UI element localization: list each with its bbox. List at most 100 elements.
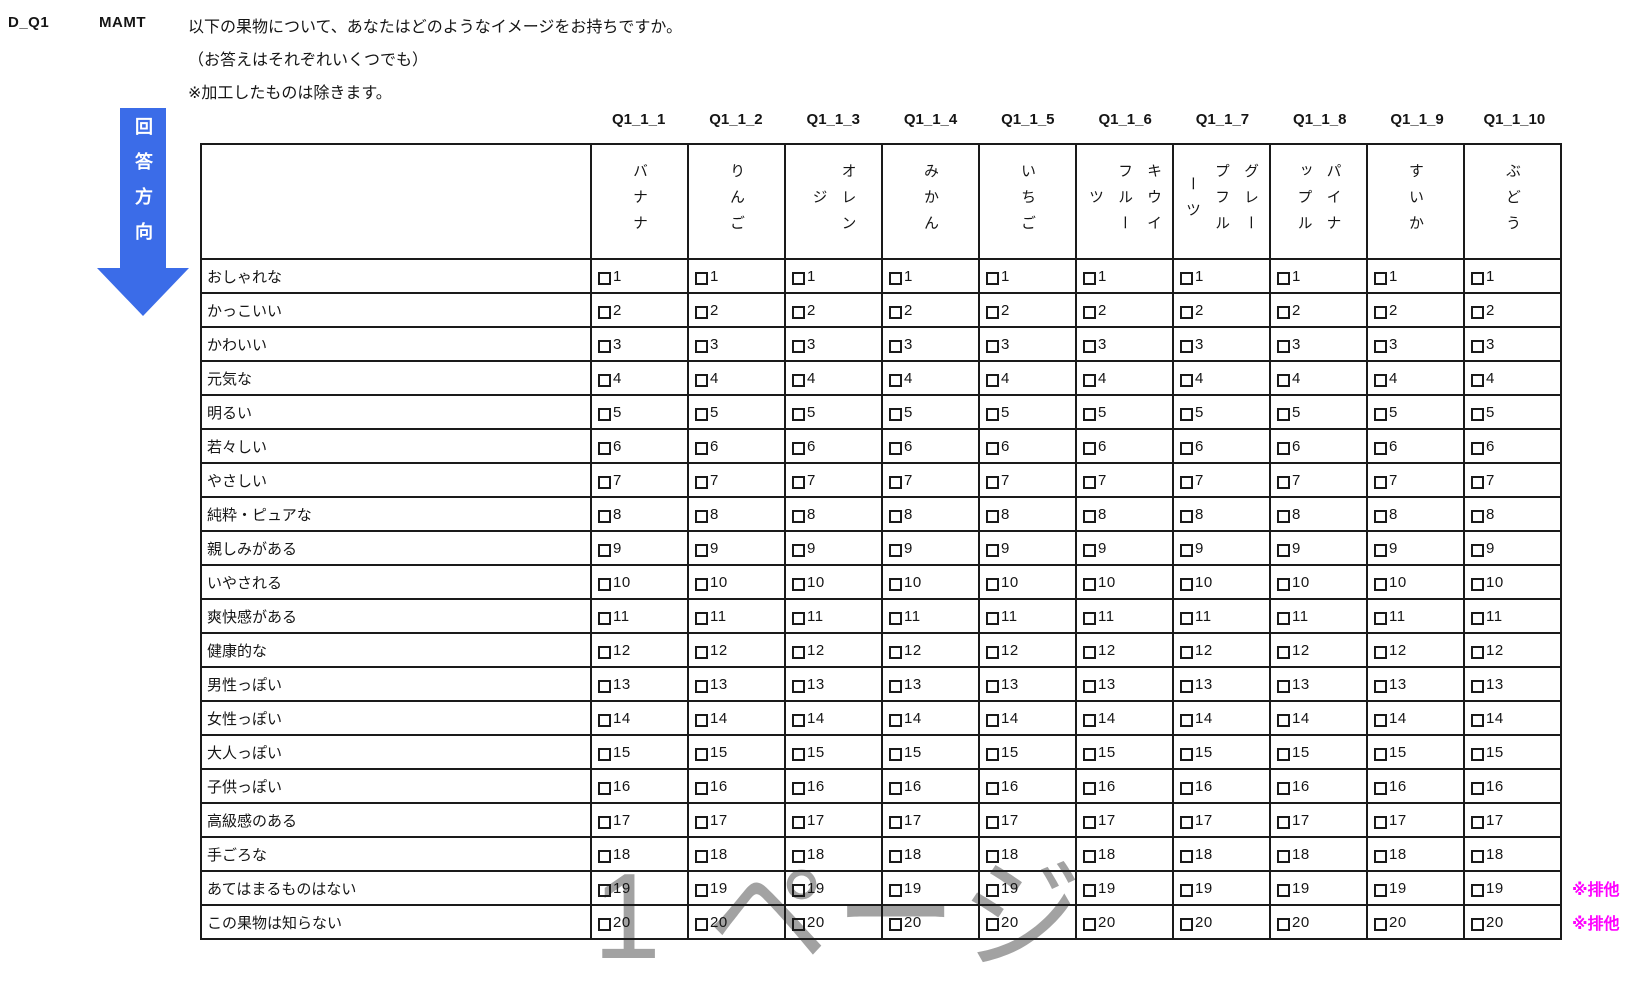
checkbox-icon[interactable]	[1083, 917, 1096, 931]
checkbox-icon[interactable]	[695, 781, 708, 795]
checkbox-cell-Q1_1_1-2[interactable]: 2	[590, 292, 689, 328]
checkbox-cell-Q1_1_8-6[interactable]: 6	[1269, 428, 1368, 464]
checkbox-icon[interactable]	[1471, 475, 1484, 489]
checkbox-cell-Q1_1_3-13[interactable]: 13	[784, 666, 883, 702]
checkbox-cell-Q1_1_8-19[interactable]: 19	[1269, 870, 1368, 906]
checkbox-icon[interactable]	[695, 815, 708, 829]
checkbox-icon[interactable]	[1374, 305, 1387, 319]
checkbox-cell-Q1_1_8-4[interactable]: 4	[1269, 360, 1368, 396]
checkbox-icon[interactable]	[889, 271, 902, 285]
checkbox-cell-Q1_1_9-6[interactable]: 6	[1366, 428, 1465, 464]
checkbox-cell-Q1_1_3-6[interactable]: 6	[784, 428, 883, 464]
checkbox-cell-Q1_1_9-13[interactable]: 13	[1366, 666, 1465, 702]
checkbox-cell-Q1_1_1-7[interactable]: 7	[590, 462, 689, 498]
checkbox-cell-Q1_1_6-19[interactable]: 19	[1075, 870, 1174, 906]
checkbox-cell-Q1_1_8-15[interactable]: 15	[1269, 734, 1368, 770]
checkbox-cell-Q1_1_1-10[interactable]: 10	[590, 564, 689, 600]
checkbox-icon[interactable]	[1180, 441, 1193, 455]
checkbox-icon[interactable]	[695, 611, 708, 625]
checkbox-icon[interactable]	[598, 373, 611, 387]
checkbox-cell-Q1_1_6-7[interactable]: 7	[1075, 462, 1174, 498]
checkbox-cell-Q1_1_8-3[interactable]: 3	[1269, 326, 1368, 362]
checkbox-cell-Q1_1_7-4[interactable]: 4	[1172, 360, 1271, 396]
checkbox-cell-Q1_1_7-9[interactable]: 9	[1172, 530, 1271, 566]
checkbox-icon[interactable]	[889, 373, 902, 387]
checkbox-cell-Q1_1_1-4[interactable]: 4	[590, 360, 689, 396]
checkbox-icon[interactable]	[1180, 747, 1193, 761]
checkbox-cell-Q1_1_10-3[interactable]: 3	[1463, 326, 1562, 362]
checkbox-cell-Q1_1_9-20[interactable]: 20	[1366, 904, 1465, 940]
checkbox-cell-Q1_1_8-18[interactable]: 18	[1269, 836, 1368, 872]
checkbox-icon[interactable]	[1471, 917, 1484, 931]
checkbox-icon[interactable]	[598, 815, 611, 829]
checkbox-icon[interactable]	[1277, 407, 1290, 421]
checkbox-cell-Q1_1_1-5[interactable]: 5	[590, 394, 689, 430]
checkbox-cell-Q1_1_1-3[interactable]: 3	[590, 326, 689, 362]
checkbox-icon[interactable]	[1374, 679, 1387, 693]
checkbox-cell-Q1_1_5-20[interactable]: 20	[978, 904, 1077, 940]
checkbox-cell-Q1_1_7-20[interactable]: 20	[1172, 904, 1271, 940]
checkbox-icon[interactable]	[1374, 407, 1387, 421]
checkbox-cell-Q1_1_1-11[interactable]: 11	[590, 598, 689, 634]
checkbox-icon[interactable]	[1471, 305, 1484, 319]
checkbox-cell-Q1_1_10-11[interactable]: 11	[1463, 598, 1562, 634]
checkbox-cell-Q1_1_5-7[interactable]: 7	[978, 462, 1077, 498]
checkbox-icon[interactable]	[695, 645, 708, 659]
checkbox-icon[interactable]	[598, 679, 611, 693]
checkbox-cell-Q1_1_1-1[interactable]: 1	[590, 258, 689, 294]
checkbox-cell-Q1_1_4-17[interactable]: 17	[881, 802, 980, 838]
checkbox-icon[interactable]	[1471, 679, 1484, 693]
checkbox-cell-Q1_1_2-16[interactable]: 16	[687, 768, 786, 804]
checkbox-cell-Q1_1_2-20[interactable]: 20	[687, 904, 786, 940]
checkbox-icon[interactable]	[1277, 713, 1290, 727]
checkbox-icon[interactable]	[792, 883, 805, 897]
checkbox-cell-Q1_1_8-12[interactable]: 12	[1269, 632, 1368, 668]
checkbox-icon[interactable]	[695, 509, 708, 523]
checkbox-icon[interactable]	[889, 475, 902, 489]
checkbox-icon[interactable]	[889, 611, 902, 625]
checkbox-icon[interactable]	[598, 441, 611, 455]
checkbox-cell-Q1_1_2-15[interactable]: 15	[687, 734, 786, 770]
checkbox-icon[interactable]	[889, 713, 902, 727]
checkbox-cell-Q1_1_5-18[interactable]: 18	[978, 836, 1077, 872]
checkbox-cell-Q1_1_9-16[interactable]: 16	[1366, 768, 1465, 804]
checkbox-icon[interactable]	[1083, 679, 1096, 693]
checkbox-cell-Q1_1_1-12[interactable]: 12	[590, 632, 689, 668]
checkbox-cell-Q1_1_5-9[interactable]: 9	[978, 530, 1077, 566]
checkbox-icon[interactable]	[986, 509, 999, 523]
checkbox-icon[interactable]	[986, 917, 999, 931]
checkbox-cell-Q1_1_3-10[interactable]: 10	[784, 564, 883, 600]
checkbox-icon[interactable]	[889, 747, 902, 761]
checkbox-icon[interactable]	[1277, 883, 1290, 897]
checkbox-cell-Q1_1_7-15[interactable]: 15	[1172, 734, 1271, 770]
checkbox-cell-Q1_1_10-8[interactable]: 8	[1463, 496, 1562, 532]
checkbox-icon[interactable]	[1471, 611, 1484, 625]
checkbox-icon[interactable]	[1277, 441, 1290, 455]
checkbox-cell-Q1_1_2-9[interactable]: 9	[687, 530, 786, 566]
checkbox-cell-Q1_1_2-14[interactable]: 14	[687, 700, 786, 736]
checkbox-cell-Q1_1_4-13[interactable]: 13	[881, 666, 980, 702]
checkbox-cell-Q1_1_1-15[interactable]: 15	[590, 734, 689, 770]
checkbox-cell-Q1_1_9-14[interactable]: 14	[1366, 700, 1465, 736]
checkbox-icon[interactable]	[1180, 373, 1193, 387]
checkbox-icon[interactable]	[1374, 543, 1387, 557]
checkbox-icon[interactable]	[792, 679, 805, 693]
checkbox-icon[interactable]	[792, 849, 805, 863]
checkbox-icon[interactable]	[1471, 441, 1484, 455]
checkbox-icon[interactable]	[1277, 917, 1290, 931]
checkbox-icon[interactable]	[695, 577, 708, 591]
checkbox-icon[interactable]	[598, 271, 611, 285]
checkbox-icon[interactable]	[792, 271, 805, 285]
checkbox-cell-Q1_1_8-20[interactable]: 20	[1269, 904, 1368, 940]
checkbox-cell-Q1_1_1-20[interactable]: 20	[590, 904, 689, 940]
checkbox-cell-Q1_1_7-14[interactable]: 14	[1172, 700, 1271, 736]
checkbox-icon[interactable]	[1180, 917, 1193, 931]
checkbox-cell-Q1_1_10-5[interactable]: 5	[1463, 394, 1562, 430]
checkbox-cell-Q1_1_2-8[interactable]: 8	[687, 496, 786, 532]
checkbox-icon[interactable]	[889, 917, 902, 931]
checkbox-cell-Q1_1_10-1[interactable]: 1	[1463, 258, 1562, 294]
checkbox-icon[interactable]	[695, 407, 708, 421]
checkbox-icon[interactable]	[1471, 747, 1484, 761]
checkbox-icon[interactable]	[598, 543, 611, 557]
checkbox-cell-Q1_1_3-8[interactable]: 8	[784, 496, 883, 532]
